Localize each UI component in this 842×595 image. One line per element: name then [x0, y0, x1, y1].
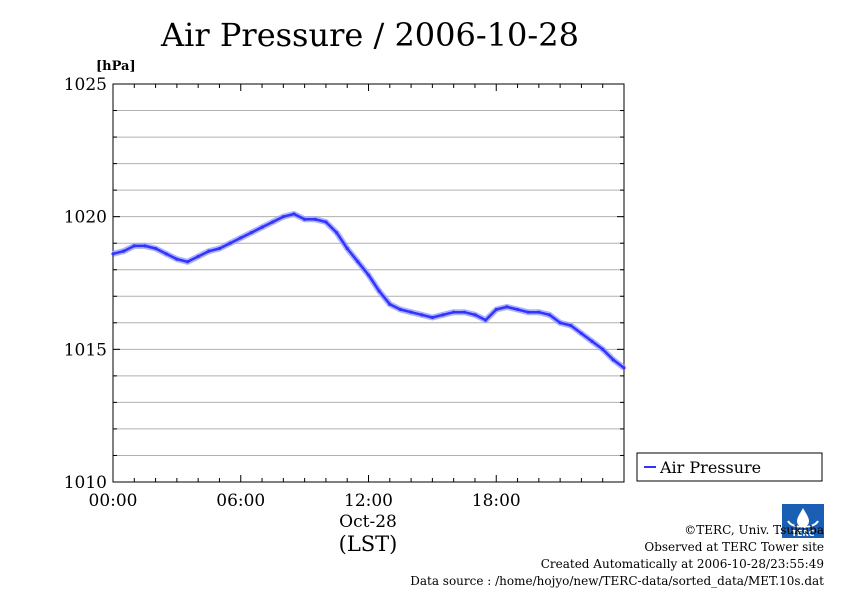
data-point-12	[239, 236, 243, 240]
x-tick-labels: 00:00 06:00 12:00 18:00	[89, 491, 521, 511]
data-point-5	[164, 252, 168, 256]
y-tick-label-1020: 1020	[64, 208, 107, 228]
data-point-41	[547, 313, 552, 317]
x-tick-label-1800: 18:00	[472, 491, 521, 511]
plot-area-frame	[112, 83, 625, 483]
data-point-44	[579, 331, 584, 336]
series-line-air-pressure	[112, 212, 625, 369]
data-point-35	[484, 318, 488, 322]
data-point-16	[281, 215, 285, 219]
data-point-36	[494, 307, 498, 312]
data-point-2	[132, 244, 136, 248]
data-point-42	[558, 321, 562, 325]
data-point-34	[473, 313, 477, 317]
y-tick-label-1015: 1015	[64, 340, 107, 360]
y-tick-label-1010: 1010	[64, 473, 107, 493]
data-point-28	[409, 310, 413, 314]
data-point-11	[228, 241, 232, 245]
observed-site-text: Observed at TERC Tower site	[644, 540, 824, 554]
data-point-15	[271, 220, 275, 224]
data-point-29	[420, 313, 424, 317]
data-point-38	[515, 307, 520, 312]
data-point-7	[185, 260, 190, 264]
data-point-19	[313, 217, 317, 221]
data-point-1	[122, 249, 126, 253]
legend-entry-air-pressure: Air Pressure	[659, 458, 761, 477]
legend: Air Pressure	[636, 452, 823, 482]
data-point-6	[175, 257, 179, 261]
data-point-43	[569, 323, 573, 328]
data-point-3	[143, 244, 147, 248]
logo-wordmark: TERC	[792, 529, 815, 538]
data-point-40	[537, 310, 541, 314]
data-point-30	[430, 315, 434, 320]
data-point-20	[324, 220, 328, 224]
data-point-39	[526, 310, 530, 314]
x-tick-label-0600: 06:00	[216, 491, 265, 511]
data-point-13	[249, 230, 253, 235]
data-point-46	[601, 347, 605, 351]
data-point-17	[292, 212, 296, 216]
data-point-47	[611, 358, 615, 362]
legend-box	[636, 452, 823, 482]
data-point-18	[303, 217, 307, 221]
data-point-23	[356, 260, 360, 264]
data-point-37	[505, 305, 509, 309]
data-point-48	[622, 366, 626, 370]
axis-ticks	[112, 83, 625, 483]
data-point-22	[345, 246, 349, 251]
x-axis-date-label: Oct-28	[339, 512, 397, 532]
y-axis-unit-label: [hPa]	[96, 59, 136, 74]
data-point-26	[388, 302, 392, 306]
series-halo-0	[112, 211, 626, 371]
data-source-text: Data source : /home/hojyo/new/TERC-data/…	[410, 574, 824, 588]
data-point-9	[207, 249, 211, 253]
data-point-45	[590, 339, 594, 343]
x-tick-label-1200: 12:00	[344, 491, 393, 511]
series-layer	[111, 211, 626, 371]
x-tick-label-0000: 00:00	[89, 491, 138, 511]
data-point-27	[398, 307, 403, 312]
data-point-31	[441, 313, 445, 317]
data-point-21	[334, 230, 339, 235]
x-axis-timezone-label: (LST)	[339, 532, 398, 556]
data-point-10	[217, 246, 222, 251]
data-point-33	[462, 310, 466, 314]
data-point-8	[196, 254, 200, 259]
grid-lines	[113, 110, 624, 456]
chart-title: Air Pressure / 2006-10-28	[160, 16, 579, 54]
data-point-25	[377, 289, 381, 293]
y-tick-labels: 1010 1015 1020 1025	[64, 75, 107, 493]
created-timestamp-text: Created Automatically at 2006-10-28/23:5…	[540, 557, 824, 571]
data-point-14	[260, 225, 264, 229]
data-point-32	[452, 310, 456, 314]
data-point-24	[366, 273, 371, 277]
data-point-4	[153, 246, 158, 251]
copyright-text: ©TERC, Univ. Tsukuba	[684, 523, 824, 537]
data-point-0	[111, 252, 115, 256]
terc-logo-icon: TERC	[782, 504, 824, 538]
y-tick-label-1025: 1025	[64, 75, 107, 95]
